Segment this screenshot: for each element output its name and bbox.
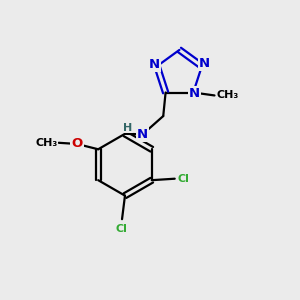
Text: Cl: Cl [178, 174, 190, 184]
Text: O: O [71, 137, 82, 151]
Text: Cl: Cl [116, 224, 128, 234]
Text: N: N [199, 57, 210, 70]
Text: N: N [148, 58, 160, 71]
Text: N: N [189, 88, 200, 100]
Text: N: N [137, 128, 148, 141]
Text: CH₃: CH₃ [35, 138, 57, 148]
Text: H: H [123, 123, 132, 133]
Text: CH₃: CH₃ [217, 90, 239, 100]
